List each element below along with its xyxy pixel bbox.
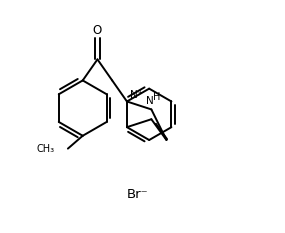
- Text: O: O: [93, 24, 102, 37]
- Text: N: N: [146, 96, 154, 106]
- Text: Br⁻: Br⁻: [127, 188, 149, 201]
- Text: CH₃: CH₃: [37, 144, 55, 154]
- Text: H: H: [153, 92, 161, 102]
- Text: N⁺: N⁺: [130, 89, 143, 99]
